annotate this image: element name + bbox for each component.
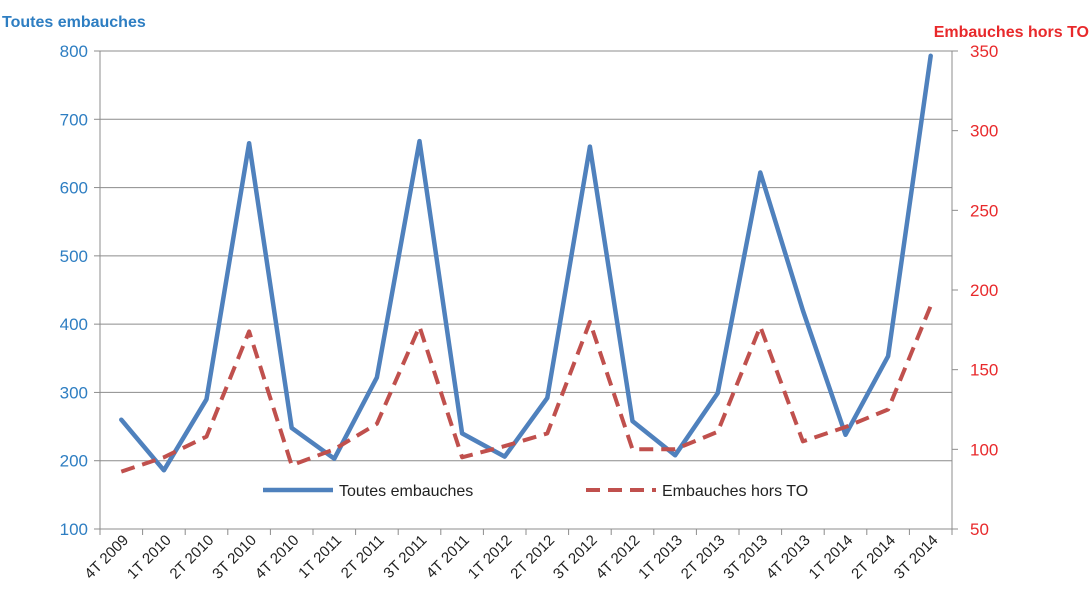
x-tick-label-18: 2T 2014	[848, 532, 899, 583]
x-tick-label-0: 4T 2009	[81, 532, 132, 583]
x-tick-label-10: 2T 2012	[507, 532, 558, 583]
left-tick-label-300: 300	[60, 383, 88, 402]
data-point-embauches-hors-to-8	[460, 455, 464, 459]
left-tick-label-100: 100	[60, 520, 88, 539]
data-point-toutes-embauches-11	[588, 145, 592, 149]
data-point-embauches-hors-to-7	[418, 325, 422, 329]
right-tick-label-300: 300	[970, 122, 998, 141]
x-tick-label-17: 1T 2014	[806, 532, 857, 583]
right-tick-label-50: 50	[970, 520, 989, 539]
data-point-embauches-hors-to-12	[631, 447, 635, 451]
data-point-embauches-hors-to-18	[886, 408, 890, 412]
left-tick-label-600: 600	[60, 179, 88, 198]
data-point-toutes-embauches-8	[460, 431, 464, 435]
tick-labels: 100 200 300 400 500 600 700 800 50 100 150 200 250 30…	[60, 42, 999, 583]
left-tick-label-700: 700	[60, 110, 88, 129]
left-tick-label-200: 200	[60, 452, 88, 471]
x-tick-label-4: 4T 2010	[252, 532, 303, 583]
data-point-toutes-embauches-10	[545, 396, 549, 400]
data-point-embauches-hors-to-16	[801, 439, 805, 443]
left-tick-label-500: 500	[60, 247, 88, 266]
series-line-embauches-hors-to	[120, 305, 933, 474]
x-tick-label-9: 1T 2012	[465, 532, 516, 583]
legend: Toutes embauches Embauches hors TO	[263, 483, 808, 500]
data-point-embauches-hors-to-5	[332, 447, 336, 451]
data-point-embauches-hors-to-15	[758, 325, 762, 329]
x-tick-label-7: 3T 2011	[380, 532, 430, 582]
data-point-toutes-embauches-12	[631, 419, 635, 423]
legend-label-toutes-embauches: Toutes embauches	[339, 483, 473, 500]
right-tick-label-350: 350	[970, 42, 998, 61]
left-axis-title: Toutes embauches	[2, 14, 146, 31]
x-tick-label-6: 2T 2011	[338, 532, 388, 582]
data-point-toutes-embauches-2	[205, 397, 209, 401]
right-tick-label-200: 200	[970, 281, 998, 300]
x-tick-label-14: 2T 2013	[678, 532, 729, 583]
data-point-toutes-embauches-15	[758, 171, 762, 175]
data-point-toutes-embauches-6	[375, 375, 379, 379]
data-point-embauches-hors-to-6	[375, 422, 379, 426]
data-point-embauches-hors-to-10	[545, 431, 549, 435]
data-point-toutes-embauches-17	[844, 433, 848, 437]
data-point-toutes-embauches-13	[673, 453, 677, 457]
data-point-toutes-embauches-19	[929, 54, 933, 58]
series-line-toutes-embauches	[119, 53, 933, 473]
data-point-toutes-embauches-5	[332, 457, 336, 461]
data-point-embauches-hors-to-4	[290, 463, 294, 467]
x-tick-label-12: 4T 2012	[593, 532, 644, 583]
data-point-toutes-embauches-1	[162, 468, 166, 472]
legend-label-embauches-hors-to: Embauches hors TO	[662, 483, 808, 500]
x-tick-label-8: 4T 2011	[423, 532, 473, 582]
data-point-toutes-embauches-16	[801, 308, 805, 312]
data-point-embauches-hors-to-13	[673, 447, 677, 451]
x-tick-label-19: 3T 2014	[891, 532, 942, 583]
x-tick-label-15: 3T 2013	[720, 532, 771, 583]
x-tick-label-5: 1T 2011	[295, 532, 345, 582]
data-point-toutes-embauches-3	[247, 141, 251, 145]
data-point-toutes-embauches-0	[119, 418, 123, 422]
data-point-toutes-embauches-18	[886, 354, 890, 358]
data-point-embauches-hors-to-1	[162, 455, 166, 459]
left-tick-label-800: 800	[60, 42, 88, 61]
x-tick-label-3: 3T 2010	[209, 532, 260, 583]
gridlines	[100, 50, 952, 462]
left-tick-label-400: 400	[60, 315, 88, 334]
data-point-embauches-hors-to-17	[844, 425, 848, 429]
axes	[99, 51, 953, 530]
data-point-toutes-embauches-9	[503, 455, 507, 459]
right-tick-label-150: 150	[970, 361, 998, 380]
data-point-toutes-embauches-14	[716, 391, 720, 395]
data-point-embauches-hors-to-3	[247, 329, 251, 333]
x-tick-label-13: 1T 2013	[635, 532, 686, 583]
right-tick-label-250: 250	[970, 201, 998, 220]
x-tick-label-1: 1T 2010	[124, 532, 175, 583]
data-point-embauches-hors-to-14	[716, 430, 720, 434]
x-tick-label-11: 3T 2012	[550, 532, 601, 583]
data-point-embauches-hors-to-2	[205, 435, 209, 439]
data-point-embauches-hors-to-19	[929, 304, 933, 308]
right-axis-title: Embauches hors TO	[934, 24, 1089, 41]
x-tick-label-2: 2T 2010	[167, 532, 218, 583]
series-lines	[119, 53, 933, 474]
x-tick-label-16: 4T 2013	[763, 532, 814, 583]
data-point-toutes-embauches-4	[290, 426, 294, 430]
data-point-embauches-hors-to-9	[503, 444, 507, 448]
data-point-embauches-hors-to-0	[119, 470, 123, 474]
right-tick-label-100: 100	[970, 440, 998, 459]
data-point-toutes-embauches-7	[418, 139, 422, 143]
data-point-embauches-hors-to-11	[588, 320, 592, 324]
